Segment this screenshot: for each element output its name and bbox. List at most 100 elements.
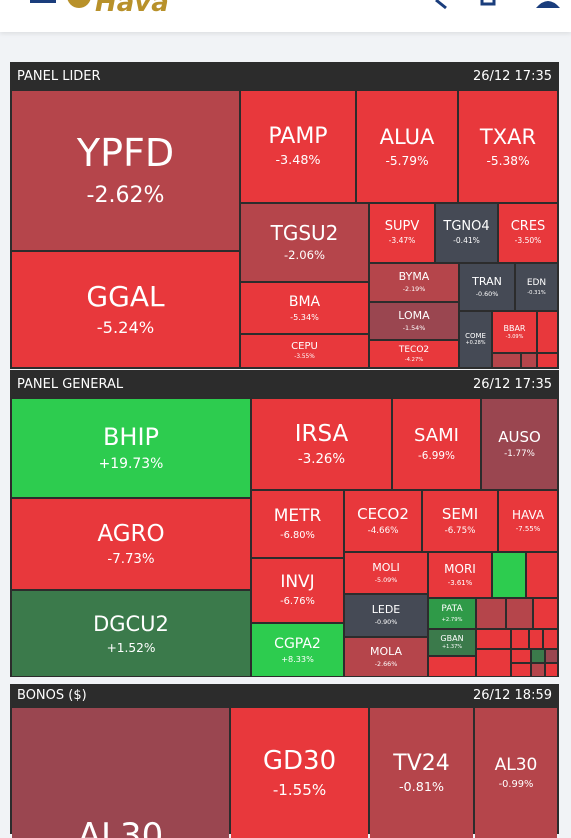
tile-change: -4.27% bbox=[404, 357, 424, 364]
tile[interactable]: HAVA -7.55% bbox=[499, 491, 557, 551]
tile-change: -3.61% bbox=[447, 579, 473, 588]
tile-label: TXAR bbox=[479, 125, 537, 150]
tile[interactable]: GD30 -1.55% bbox=[231, 708, 368, 838]
tile-change: -1.55% bbox=[272, 780, 327, 799]
tile-change: +1.52% bbox=[106, 640, 156, 655]
tile-change: -0.81% bbox=[398, 779, 445, 795]
tile-label: GGAL bbox=[86, 280, 165, 314]
menu-icon[interactable] bbox=[30, 0, 58, 10]
tile-label: BMA bbox=[288, 293, 321, 310]
panel-header: PANEL LIDER 26/12 17:35 bbox=[10, 62, 559, 90]
tile bbox=[532, 650, 544, 662]
tile[interactable]: BHIP +19.73% bbox=[12, 399, 250, 497]
tile-change: +2.79% bbox=[441, 616, 463, 623]
tile-label: EDN bbox=[526, 277, 547, 288]
tile bbox=[544, 630, 557, 648]
tile-change: -4.66% bbox=[367, 526, 399, 537]
tile[interactable]: GBAN +1.37% bbox=[429, 630, 475, 655]
tile[interactable]: METR -6.80% bbox=[252, 491, 343, 557]
tile bbox=[512, 650, 530, 662]
tile-change: -3.47% bbox=[388, 236, 416, 246]
tile[interactable]: LEDE -0.90% bbox=[345, 595, 427, 636]
tile-change: -5.09% bbox=[374, 575, 398, 584]
tile-label: AL30 bbox=[494, 754, 538, 775]
search-icon[interactable] bbox=[435, 0, 447, 10]
tile-label: CRES bbox=[510, 218, 546, 234]
tile[interactable]: TXAR -5.38% bbox=[459, 91, 557, 202]
tile bbox=[538, 354, 557, 367]
tile[interactable]: MOLA -2.66% bbox=[345, 638, 427, 676]
tile-label: LOMA bbox=[398, 308, 430, 322]
tile[interactable]: LOMA -1.54% bbox=[370, 303, 458, 339]
tile-label: TRAN bbox=[472, 274, 502, 288]
tile bbox=[532, 664, 544, 676]
tile[interactable]: AGRO -7.73% bbox=[12, 499, 250, 589]
panel-time: 26/12 17:35 bbox=[472, 376, 552, 392]
tile[interactable]: TGNO4 -0.41% bbox=[436, 204, 497, 262]
tile[interactable]: COME +0.28% bbox=[460, 312, 491, 367]
tile-label: INVJ bbox=[280, 572, 315, 593]
tile-label: MOLA bbox=[369, 644, 403, 658]
tile[interactable]: AL30 -0.99% bbox=[475, 708, 557, 838]
tile-label: BYMA bbox=[398, 270, 430, 284]
tile-change: -1.54% bbox=[402, 323, 426, 332]
tile[interactable]: BYMA -2.19% bbox=[370, 264, 458, 301]
tile[interactable]: PAMP -3.48% bbox=[241, 91, 355, 202]
tile[interactable]: MORI -3.61% bbox=[429, 553, 491, 597]
tile[interactable]: CRES -3.50% bbox=[499, 204, 557, 262]
tile[interactable]: SEMI -6.75% bbox=[423, 491, 497, 551]
tile[interactable]: TECO2 -4.27% bbox=[370, 341, 458, 367]
tile[interactable]: IRSA -3.26% bbox=[252, 399, 391, 489]
tile-label: MORI bbox=[444, 561, 476, 576]
tile-label: PATA bbox=[441, 604, 463, 615]
tile[interactable]: MOLI -5.09% bbox=[345, 553, 427, 593]
tile-change: -5.24% bbox=[96, 318, 155, 338]
tile[interactable]: DGCU2 +1.52% bbox=[12, 591, 250, 676]
tile[interactable]: AUSO -1.77% bbox=[482, 399, 557, 489]
tile[interactable]: CECO2 -4.66% bbox=[345, 491, 421, 551]
tile[interactable]: TV24 -0.81% bbox=[370, 708, 473, 838]
tile[interactable]: CGPA2 +8.33% bbox=[252, 624, 343, 676]
tile-change: -7.73% bbox=[107, 551, 155, 567]
user-icon[interactable] bbox=[536, 1, 560, 8]
tile[interactable]: PATA +2.79% bbox=[429, 599, 475, 628]
tile bbox=[429, 657, 475, 676]
tile-change: -0.99% bbox=[498, 778, 534, 790]
tile-label: AUSO bbox=[498, 427, 541, 446]
tile-label: YPFD bbox=[76, 131, 175, 176]
tile[interactable]: TGSU2 -2.06% bbox=[241, 204, 368, 281]
tile-label: LEDE bbox=[371, 603, 401, 617]
tile-label: COME bbox=[465, 331, 486, 340]
tile bbox=[477, 599, 505, 628]
tile-label: CECO2 bbox=[357, 504, 409, 523]
tile-change: -7.55% bbox=[515, 525, 541, 534]
tile bbox=[512, 664, 530, 676]
tile[interactable]: YPFD -2.62% bbox=[12, 91, 239, 250]
tile bbox=[546, 650, 557, 662]
tile[interactable]: GGAL -5.24% bbox=[12, 252, 239, 367]
tile-change: -3.55% bbox=[294, 354, 315, 361]
tile[interactable]: BBAR -3.09% bbox=[493, 312, 536, 352]
panel-title: PANEL GENERAL bbox=[17, 376, 124, 392]
tile[interactable]: EDN -0.31% bbox=[516, 264, 557, 310]
toolbar-icons bbox=[435, 0, 560, 10]
tile[interactable]: SAMI -6.99% bbox=[393, 399, 480, 489]
tile-change: -2.66% bbox=[374, 659, 398, 668]
tile-label: TV24 bbox=[393, 750, 450, 776]
tile[interactable]: ALUA -5.79% bbox=[357, 91, 457, 202]
tile[interactable]: TRAN -0.60% bbox=[460, 264, 514, 310]
tile[interactable]: AL30 bbox=[12, 708, 229, 838]
tile[interactable]: BMA -5.34% bbox=[241, 283, 368, 333]
tile bbox=[477, 650, 510, 676]
tile bbox=[538, 312, 557, 352]
bell-icon[interactable] bbox=[480, 0, 496, 6]
tile[interactable]: CEPU -3.55% bbox=[241, 335, 368, 367]
tile-change: -1.77% bbox=[504, 449, 535, 460]
tile[interactable]: INVJ -6.76% bbox=[252, 559, 343, 622]
tile-change: -3.48% bbox=[275, 153, 321, 168]
tile-label: IRSA bbox=[294, 420, 349, 447]
tile[interactable]: SUPV -3.47% bbox=[370, 204, 434, 262]
tile-label: BBAR bbox=[503, 323, 526, 333]
panel-title: BONOS ($) bbox=[17, 687, 87, 703]
logo-icon bbox=[67, 0, 91, 8]
